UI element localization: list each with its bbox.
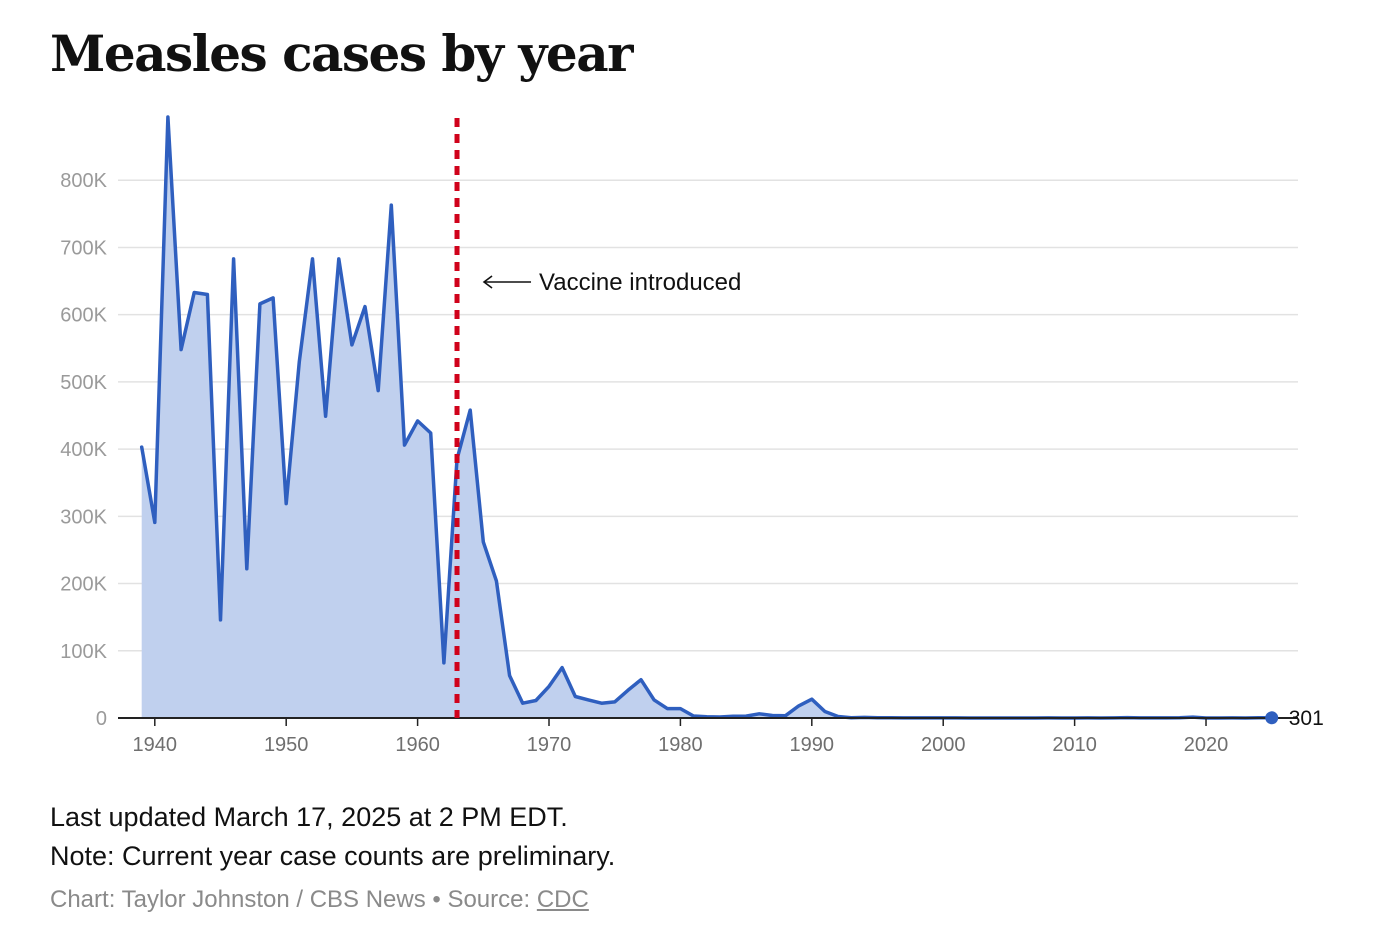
data-point [297, 360, 301, 364]
data-point [757, 712, 761, 716]
data-point [468, 408, 472, 412]
x-tick-label: 2020 [1184, 734, 1229, 756]
data-point [586, 698, 590, 702]
end-value-label: 301 [1289, 707, 1324, 730]
data-point [665, 707, 669, 711]
source-link[interactable]: CDC [536, 886, 589, 913]
data-point [153, 520, 157, 524]
data-point [481, 540, 485, 544]
data-point [271, 296, 275, 300]
y-axis-ticks: 0 100K 200K 300K 400K 500K 600K 700K 800K [60, 170, 107, 730]
x-axis-ticks: 1940 1950 1960 1970 1980 1990 2000 2010 2020 [133, 718, 1229, 756]
x-tick-label: 1960 [395, 734, 440, 756]
credit-text: Chart: Taylor Johnston / CBS News • Sour… [50, 886, 537, 913]
data-point [547, 684, 551, 688]
data-point [219, 618, 223, 622]
x-tick-label: 2000 [921, 734, 966, 756]
y-tick-label: 300K [60, 506, 107, 528]
data-point [442, 661, 446, 665]
data-point [403, 443, 407, 447]
data-point [810, 697, 814, 701]
y-tick-label: 600K [60, 305, 107, 327]
y-tick-label: 0 [96, 708, 107, 730]
data-point [389, 203, 393, 207]
data-point [626, 688, 630, 692]
end-point-marker [1265, 711, 1279, 725]
y-tick-label: 700K [60, 237, 107, 259]
last-updated-text: Last updated March 17, 2025 at 2 PM EDT. [50, 802, 568, 832]
data-point [245, 567, 249, 571]
data-point [600, 701, 604, 705]
data-point [337, 257, 341, 261]
y-tick-label: 400K [60, 439, 107, 461]
x-tick-label: 2010 [1052, 734, 1097, 756]
data-point [140, 445, 144, 449]
data-point [797, 704, 801, 708]
annotations: Vaccine introduced 301 [454, 118, 1324, 730]
data-point [613, 700, 617, 704]
cases-area [141, 117, 1272, 718]
y-tick-label: 800K [60, 170, 107, 192]
credit-line: Chart: Taylor Johnston / CBS News • Sour… [50, 886, 1350, 914]
data-point [311, 257, 315, 261]
data-point [639, 678, 643, 682]
data-point [258, 302, 262, 306]
data-point [205, 293, 209, 297]
data-point [363, 305, 367, 309]
data-point [192, 291, 196, 295]
data-area [141, 117, 1272, 718]
data-point [652, 698, 656, 702]
data-point [429, 431, 433, 435]
data-point [166, 115, 170, 119]
data-point [678, 707, 682, 711]
y-tick-label: 200K [60, 574, 107, 596]
data-point [534, 699, 538, 703]
y-tick-label: 100K [60, 641, 107, 663]
data-point [508, 674, 512, 678]
data-point [350, 343, 354, 347]
data-point [324, 414, 328, 418]
chart-footer: Last updated March 17, 2025 at 2 PM EDT.… [50, 798, 1350, 914]
x-tick-label: 1950 [264, 734, 309, 756]
note-text: Note: Current year case counts are preli… [50, 841, 616, 871]
y-tick-label: 500K [60, 372, 107, 394]
data-point [179, 348, 183, 352]
x-tick-label: 1940 [133, 734, 178, 756]
x-tick-label: 1970 [527, 734, 572, 756]
data-point [521, 701, 525, 705]
vaccine-annotation-label: Vaccine introduced [539, 269, 741, 296]
chart-title: Measles cases by year [50, 24, 633, 83]
data-point [823, 710, 827, 714]
data-point [560, 666, 564, 670]
x-tick-label: 1980 [658, 734, 703, 756]
data-point [494, 579, 498, 583]
data-point [284, 502, 288, 506]
x-tick-label: 1990 [790, 734, 835, 756]
annotation-arrow-head [482, 275, 493, 289]
data-point [573, 695, 577, 699]
data-point [416, 419, 420, 423]
data-point [376, 389, 380, 393]
data-point [232, 257, 236, 261]
data-point [770, 714, 774, 718]
